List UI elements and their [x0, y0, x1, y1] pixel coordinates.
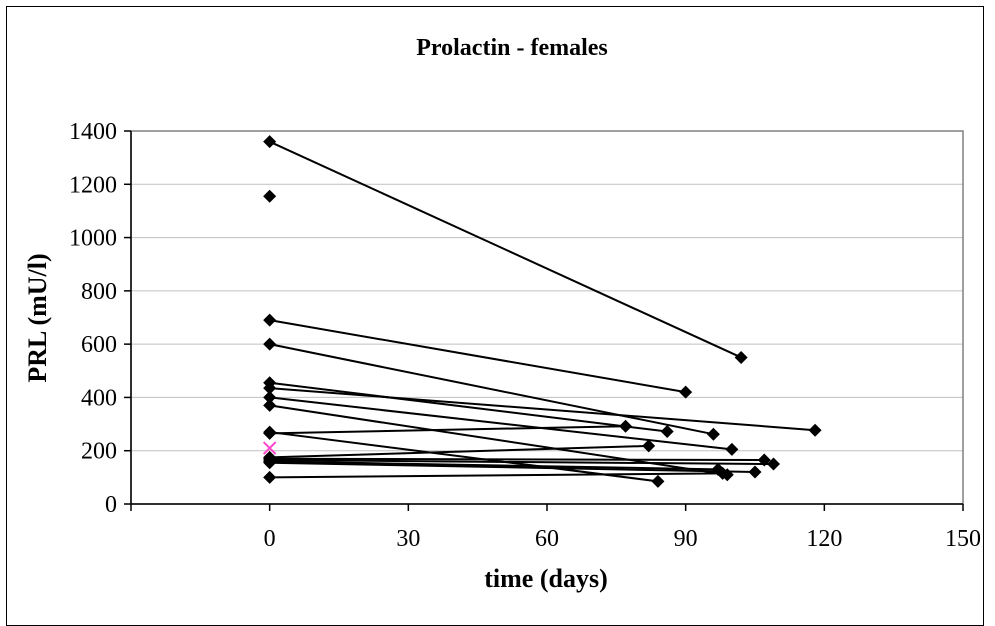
data-point-end — [757, 453, 771, 467]
series-line — [269, 444, 649, 459]
grid-layer — [131, 183, 963, 452]
axis-layer: 0 200 400 600 800 1000 1200 1400 0 30 60 90 120 150 — [69, 119, 981, 552]
y-axis-label: PRL (mU/l) — [23, 253, 52, 382]
data-point-end — [619, 419, 633, 433]
data-point-end — [651, 474, 665, 488]
y-tick-label: 200 — [81, 439, 117, 465]
series-line — [269, 140, 742, 359]
x-tick-label: 0 — [264, 526, 276, 552]
data-point-start — [263, 425, 277, 439]
x-tick-label: 150 — [945, 526, 981, 552]
data-point-end — [725, 442, 739, 456]
data-point-start — [263, 381, 277, 395]
data-point-start — [263, 390, 277, 404]
series-line — [269, 459, 774, 466]
series-line — [269, 387, 816, 432]
y-tick-label: 800 — [81, 279, 117, 305]
chart-frame — [6, 6, 984, 626]
data-point-end — [642, 439, 656, 453]
series-line — [269, 381, 668, 433]
y-tick-label: 600 — [81, 332, 117, 358]
data-point-start — [263, 398, 277, 412]
data-point-single — [263, 189, 277, 203]
series-line — [269, 457, 765, 462]
data-point-end — [748, 465, 762, 479]
y-tick-label: 1000 — [69, 226, 117, 252]
x-tick-label: 30 — [396, 526, 420, 552]
y-tick-label: 1400 — [69, 119, 117, 145]
x-tick-label: 90 — [674, 526, 698, 552]
series-line — [269, 343, 714, 436]
data-point-end — [734, 350, 748, 364]
series-layer — [269, 140, 816, 483]
data-point-start — [263, 456, 277, 470]
series-line — [269, 425, 626, 435]
series-line — [269, 396, 733, 451]
data-point-end — [679, 385, 693, 399]
y-tick-label: 1200 — [69, 172, 117, 198]
data-point-start — [263, 135, 277, 149]
x-axis-label: time (days) — [484, 564, 607, 593]
data-point-cross — [262, 441, 277, 455]
y-tick-label: 400 — [81, 385, 117, 411]
series-line — [269, 461, 756, 474]
data-point-end — [660, 425, 674, 439]
data-point-end — [706, 427, 720, 441]
y-tick-label: 0 — [105, 492, 117, 518]
series-line — [269, 319, 686, 394]
series-line — [269, 431, 659, 483]
marker-layer — [262, 135, 822, 488]
series-line — [269, 460, 719, 471]
data-point-start — [263, 313, 277, 327]
data-point-end — [808, 423, 822, 437]
series-line — [269, 472, 723, 479]
prolactin-chart: 0 200 400 600 800 1000 1200 1400 0 30 60 90 120 150 P… — [23, 35, 981, 593]
x-tick-label: 120 — [806, 526, 842, 552]
data-point-start — [263, 470, 277, 484]
data-point-start — [263, 337, 277, 351]
chart-title: Prolactin - females — [416, 35, 608, 61]
data-point-end — [766, 457, 780, 471]
x-tick-label: 60 — [535, 526, 559, 552]
data-point-end — [716, 466, 730, 480]
